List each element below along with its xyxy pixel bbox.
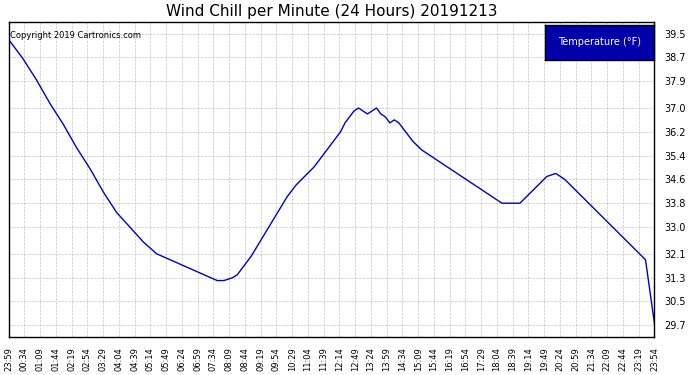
Text: Copyright 2019 Cartronics.com: Copyright 2019 Cartronics.com: [10, 31, 141, 40]
Title: Wind Chill per Minute (24 Hours) 20191213: Wind Chill per Minute (24 Hours) 2019121…: [166, 4, 497, 19]
